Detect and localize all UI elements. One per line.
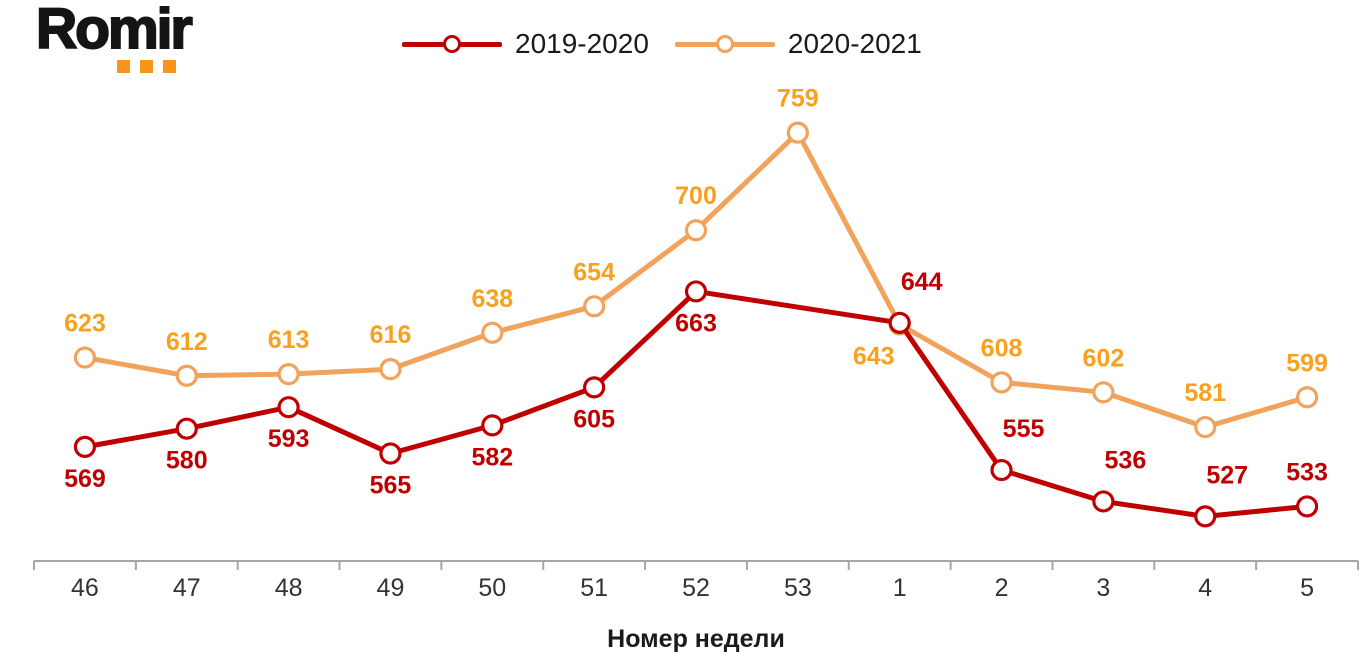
data-label: 643 [853,343,895,371]
data-point-marker [684,280,708,303]
data-label: 616 [370,321,412,349]
logo-dot [163,60,176,73]
legend-item-2019-2020: 2019-2020 [402,30,649,58]
data-point-marker [1295,495,1319,518]
legend-label: 2019-2020 [515,28,649,59]
data-label: 569 [64,465,106,493]
data-label: 582 [471,443,513,471]
data-label: 663 [675,309,717,337]
legend-swatch-1 [674,35,775,53]
data-label: 533 [1286,458,1328,486]
data-label: 644 [901,268,943,296]
x-tick-label: 2 [995,574,1009,602]
data-point-marker [888,311,911,334]
data-point-marker [73,435,97,458]
x-tick-label: 50 [478,574,506,602]
romir-logo: Romir [35,0,194,62]
data-label: 580 [166,447,208,475]
data-label: 581 [1184,379,1226,407]
data-label: 602 [1083,344,1125,372]
data-label: 593 [268,425,310,453]
x-tick-label: 4 [1198,574,1212,602]
data-label: 759 [777,85,819,113]
logo-dot [140,60,153,73]
x-tick-label: 46 [71,574,99,602]
x-tick-label: 49 [377,574,405,602]
data-point-marker [1092,381,1115,404]
x-tick-label: 52 [682,574,710,602]
data-label: 565 [370,472,412,500]
x-tick-label: 47 [173,574,201,602]
x-tick-label: 5 [1300,574,1314,602]
series-line-2020-2021 [82,130,1310,430]
data-point-marker [277,396,300,419]
data-label: 638 [471,285,513,313]
data-label: 654 [573,258,615,286]
data-point-marker [73,346,97,369]
data-label: 605 [573,405,615,433]
logo-dot [117,60,130,73]
data-point-marker [1295,386,1319,409]
data-point-marker [175,417,198,440]
x-tick-label: 53 [784,574,812,602]
legend-swatch-0 [402,35,502,53]
data-label: 608 [981,334,1023,362]
x-tick-label: 3 [1096,574,1110,602]
data-point-marker [786,121,809,144]
legend-marker-icon [715,35,734,53]
data-point-marker [990,371,1013,394]
x-axis-title: Номер недели [607,625,785,653]
data-point-marker [1194,415,1217,439]
data-label: 612 [166,328,208,356]
data-point-marker [583,295,606,318]
x-tick-label: 48 [275,574,303,602]
data-label: 527 [1206,461,1248,489]
data-label: 613 [268,326,310,354]
data-point-marker [583,376,606,399]
data-label: 700 [675,182,717,210]
legend-marker-icon [443,35,461,53]
x-tick-label: 1 [893,574,907,602]
data-point-marker [175,364,198,387]
legend-label: 2020-2021 [787,28,922,59]
data-label: 623 [64,310,106,338]
data-point-marker [1092,490,1115,513]
legend-item-2020-2021: 2020-2021 [674,28,922,59]
romir-logo-dots [117,60,176,73]
data-label: 536 [1105,446,1147,474]
data-point-marker [990,458,1013,482]
chart-legend: 2019-2020 2020-2021 [402,30,922,58]
series-line-2019-2020 [82,288,1310,519]
data-point-marker [684,219,708,242]
x-tick-label: 51 [580,574,608,602]
data-point-marker [379,358,402,381]
data-point-marker [277,363,300,386]
data-point-marker [379,442,402,465]
data-point-marker [1194,505,1217,528]
data-label: 599 [1286,349,1328,377]
data-point-marker [481,414,504,437]
data-label: 555 [1003,415,1045,443]
data-point-marker [481,321,504,344]
